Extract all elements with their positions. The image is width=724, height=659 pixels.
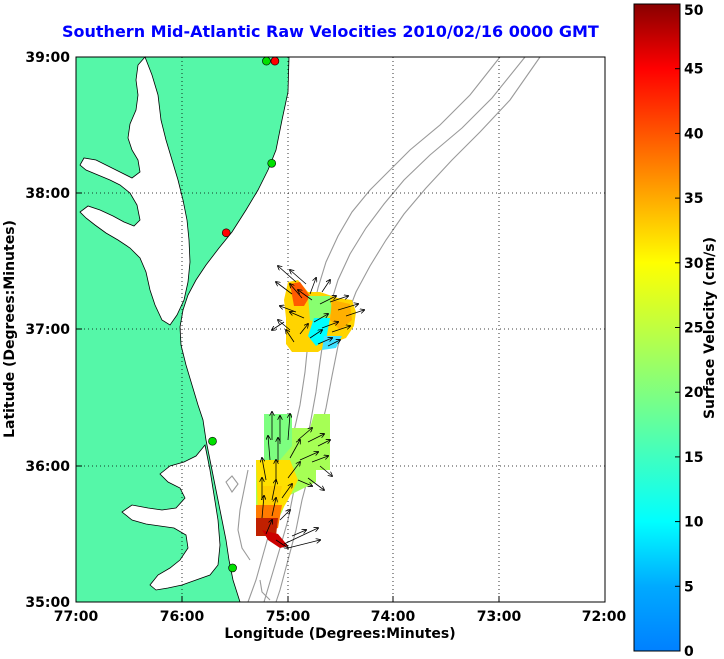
colorbar-tick-label: 50 xyxy=(684,3,704,19)
x-tick-label: 75:00 xyxy=(266,609,311,625)
colorbar-tick-label: 30 xyxy=(684,256,704,272)
axis-ticks xyxy=(75,56,606,603)
x-tick-label: 73:00 xyxy=(477,609,522,625)
x-tick-label: 76:00 xyxy=(160,609,205,625)
colorbar xyxy=(633,3,681,652)
station-markers xyxy=(208,56,280,573)
map-title: Southern Mid-Atlantic Raw Velocities 201… xyxy=(62,22,599,41)
colorbar-tick-label: 25 xyxy=(684,321,703,337)
colorbar-tick-label: 45 xyxy=(684,62,703,78)
colorbar-tick-label: 10 xyxy=(684,515,704,531)
y-tick-label: 38:00 xyxy=(25,186,70,202)
radar-station-marker xyxy=(221,228,231,238)
y-tick-label: 39:00 xyxy=(25,50,70,66)
radar-station-marker xyxy=(208,436,217,446)
colorbar-tick-label: 15 xyxy=(684,450,703,466)
y-axis-label: Latitude (Degrees:Minutes) xyxy=(2,220,18,438)
colorbar-label: Surface Velocity (cm/s) xyxy=(702,237,718,419)
colorbar-tick-label: 35 xyxy=(684,191,703,207)
land-mass xyxy=(75,56,290,603)
velocity-arrows xyxy=(262,266,364,548)
chesapeake-bay xyxy=(79,56,191,326)
colorbar-tick-label: 40 xyxy=(684,126,704,142)
radar-station-marker xyxy=(267,158,277,168)
radar-station-marker xyxy=(270,56,280,66)
colorbar-tick-label: 5 xyxy=(684,579,694,595)
radar-station-marker xyxy=(262,56,271,66)
colorbar-tick-label: 20 xyxy=(684,385,704,401)
pamlico-sound xyxy=(121,444,221,591)
colorbar-tick-label: 0 xyxy=(684,644,694,659)
y-tick-label: 36:00 xyxy=(25,459,70,475)
x-tick-label: 77:00 xyxy=(54,609,99,625)
x-tick-label: 74:00 xyxy=(371,609,416,625)
radar-station-marker xyxy=(228,563,237,573)
colorbar-ticks: 0 5 10 15 20 25 30 35 40 45 50 xyxy=(675,3,704,659)
x-axis-label: Longitude (Degrees:Minutes) xyxy=(224,626,455,642)
y-tick-label: 35:00 xyxy=(25,595,70,611)
y-tick-label: 37:00 xyxy=(25,322,70,338)
x-tick-label: 72:00 xyxy=(582,609,627,625)
